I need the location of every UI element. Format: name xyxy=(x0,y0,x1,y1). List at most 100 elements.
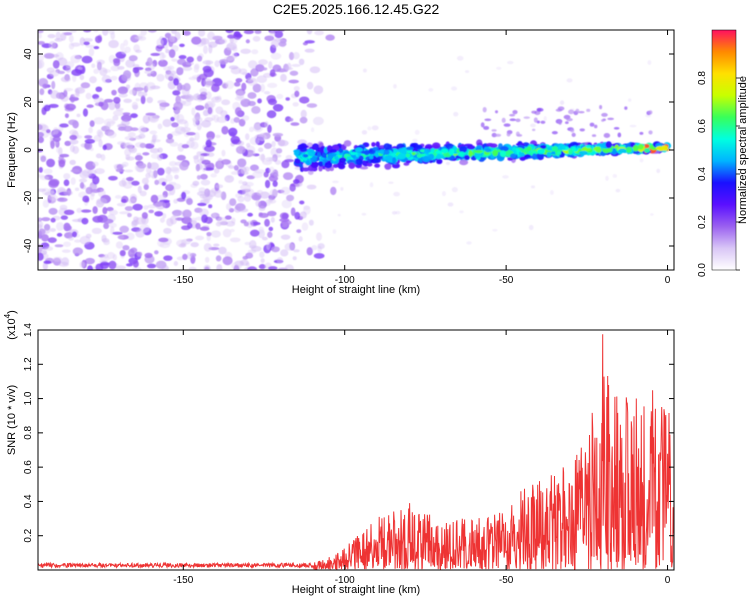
heatmap-cell xyxy=(84,141,93,150)
heatmap-cell xyxy=(173,101,183,111)
colorbar-tick-label: 0.2 xyxy=(697,215,708,229)
heatmap-cell xyxy=(226,175,232,179)
heatmap-cell xyxy=(81,55,93,64)
heatmap-cell xyxy=(54,244,64,248)
heatmap-cell xyxy=(245,252,254,259)
heatmap-cell xyxy=(274,30,284,39)
heatmap-cell xyxy=(447,202,454,207)
heatmap-cell xyxy=(119,43,125,51)
heatmap-cell xyxy=(361,130,368,135)
heatmap-cell xyxy=(103,98,114,103)
heatmap-cell xyxy=(203,78,213,88)
heatmap-cell xyxy=(69,144,76,153)
heatmap-cell xyxy=(168,70,177,75)
heatmap-cell xyxy=(324,161,333,169)
heatmap-cell xyxy=(451,86,458,91)
heatmap-cell xyxy=(156,38,164,47)
heatmap-cell xyxy=(219,58,229,65)
heatmap-cell xyxy=(204,101,216,109)
heatmap-cell xyxy=(79,74,85,81)
heatmap-cell xyxy=(173,77,180,86)
heatmap-cell xyxy=(85,92,92,100)
heatmap-cell xyxy=(43,223,51,231)
heatmap-cell xyxy=(242,181,248,186)
heatmap-cell xyxy=(156,73,165,82)
heatmap-cell xyxy=(260,83,266,93)
heatmap-cell xyxy=(145,172,151,179)
heatmap-cell xyxy=(445,161,450,166)
heatmap-cell xyxy=(280,249,289,257)
heatmap-cell xyxy=(371,125,379,131)
heatmap-cell xyxy=(605,141,613,149)
heatmap-cell xyxy=(233,30,241,37)
heatmap-cell xyxy=(90,189,101,193)
heatmap-cell xyxy=(150,194,159,204)
heatmap-cell xyxy=(249,239,257,249)
heatmap-cell xyxy=(334,155,339,160)
colorbar: 0.0 0.2 0.4 0.6 0.8 Normalized spectral ampl… xyxy=(697,29,749,277)
heatmap-cell xyxy=(291,63,301,67)
heatmap-cell xyxy=(110,65,120,72)
heatmap-cell xyxy=(154,250,159,255)
heatmap-cell xyxy=(346,156,352,160)
heatmap-cell xyxy=(199,154,205,161)
heatmap-cell xyxy=(174,126,186,135)
heatmap-cell xyxy=(55,147,61,154)
heatmap-cell xyxy=(216,264,223,270)
heatmap-cell xyxy=(48,207,58,215)
heatmap-cell xyxy=(93,30,99,33)
heatmap-cell xyxy=(162,213,167,219)
heatmap-cell xyxy=(181,191,187,200)
heatmap-cell xyxy=(102,206,108,215)
heatmap-cell xyxy=(131,180,140,186)
heatmap-cell xyxy=(293,249,300,253)
heatmap-cell xyxy=(169,35,175,43)
heatmap-cell xyxy=(127,132,136,138)
heatmap-cell xyxy=(243,30,254,35)
heatmap-cell xyxy=(551,131,558,135)
heatmap-cell xyxy=(56,232,63,237)
heatmap-cell xyxy=(655,146,665,151)
heatmap-cell xyxy=(246,77,257,82)
heatmap-cell xyxy=(586,108,591,112)
heatmap-cell xyxy=(72,93,80,98)
heatmap-cell xyxy=(128,55,138,62)
heatmap-cell xyxy=(134,154,143,161)
heatmap-cell xyxy=(156,167,165,176)
heatmap-cell xyxy=(108,260,117,270)
heatmap-cell xyxy=(69,134,78,141)
y-tick-label: -20 xyxy=(23,190,34,205)
heatmap-cell xyxy=(546,151,552,158)
heatmap-cell xyxy=(149,85,161,90)
heatmap-cell xyxy=(656,168,661,174)
heatmap-cell xyxy=(266,110,277,119)
heatmap-cell xyxy=(338,157,347,163)
heatmap-cell xyxy=(83,30,92,33)
heatmap-cell xyxy=(70,177,76,185)
heatmap-cell xyxy=(310,162,319,169)
heatmap-cell xyxy=(284,242,295,251)
heatmap-cell xyxy=(78,178,88,183)
heatmap-cell xyxy=(241,82,247,91)
heatmap-cell xyxy=(54,38,63,42)
heatmap-cell xyxy=(441,191,446,197)
heatmap-cell xyxy=(203,45,208,55)
y-tick-label: 1.0 xyxy=(23,391,34,405)
heatmap-cell xyxy=(147,204,157,209)
x-tick-label: -100 xyxy=(335,275,355,286)
heatmap-cell xyxy=(233,81,241,87)
heatmap-cell xyxy=(601,119,605,122)
heatmap-cell xyxy=(186,56,194,63)
heatmap-cell xyxy=(257,133,267,142)
heatmap-cell xyxy=(361,212,367,216)
heatmap-cell xyxy=(74,239,81,243)
heatmap-cell xyxy=(89,76,97,84)
heatmap-cell xyxy=(293,149,300,154)
heatmap-cell xyxy=(139,190,147,197)
heatmap-cell xyxy=(371,142,376,147)
heatmap-cell xyxy=(272,64,282,73)
heatmap-cell xyxy=(115,168,125,173)
heatmap-cell xyxy=(79,261,85,268)
heatmap-cell xyxy=(298,236,303,242)
heatmap-cell xyxy=(543,115,547,122)
